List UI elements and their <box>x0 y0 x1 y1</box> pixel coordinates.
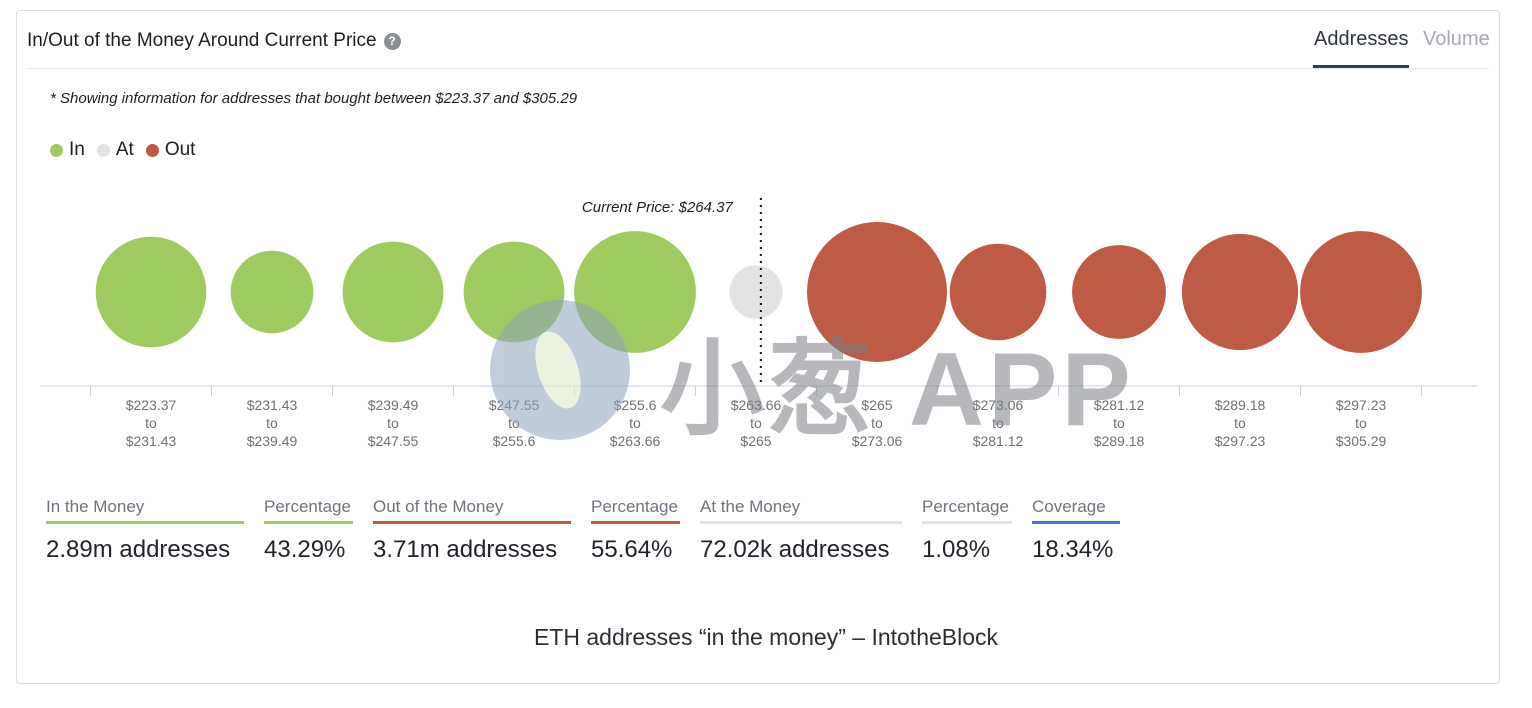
summary-at-percentage: Percentage 1.08% <box>922 497 1012 564</box>
x-tick-label: $297.23 <box>1215 433 1266 449</box>
summary-bar <box>46 521 244 524</box>
summary-label: Coverage <box>1032 497 1106 516</box>
x-tick-label: to <box>266 415 278 431</box>
x-tick-label: $305.29 <box>1336 433 1387 449</box>
summary-out-of-the-money: Out of the Money 3.71m addresses <box>373 497 571 564</box>
summary-bar <box>264 521 353 524</box>
x-tick-label: $281.12 <box>1094 397 1145 413</box>
x-tick-label: $265 <box>740 433 771 449</box>
x-tick-label: $231.43 <box>126 433 177 449</box>
figure-caption: ETH addresses “in the money” – IntotheBl… <box>533 624 999 650</box>
bubble-out[interactable] <box>1181 233 1299 351</box>
summary-label: Percentage <box>922 497 1009 516</box>
bubble-in[interactable] <box>230 250 314 334</box>
x-tick-label: to <box>508 415 520 431</box>
summary-label: In the Money <box>46 497 145 516</box>
x-tick-label: $297.23 <box>1336 397 1387 413</box>
x-tick-label: to <box>387 415 399 431</box>
bubble-in[interactable] <box>342 241 444 343</box>
x-tick-label: to <box>629 415 641 431</box>
tab-addresses[interactable]: Addresses <box>1314 28 1409 50</box>
x-tick-label: $265 <box>861 397 892 413</box>
legend-dot-at <box>96 143 110 157</box>
x-tick-label: $273.06 <box>973 397 1024 413</box>
summary-value: 1.08% <box>922 536 991 563</box>
summary-value: 55.64% <box>591 536 673 563</box>
x-tick-label: $289.18 <box>1094 433 1145 449</box>
summary-coverage: Coverage 18.34% <box>1032 497 1120 564</box>
x-tick-label: $273.06 <box>852 433 903 449</box>
summary-value: 72.02k addresses <box>700 536 890 563</box>
x-tick-label: $263.66 <box>731 397 782 413</box>
legend-item-in[interactable]: In <box>50 139 85 161</box>
summary-value: 2.89m addresses <box>46 536 231 563</box>
x-tick-label: $239.49 <box>368 397 419 413</box>
x-tick-label: $255.6 <box>493 433 536 449</box>
bubble-in[interactable] <box>463 241 565 343</box>
summary-bar <box>373 521 571 524</box>
legend-item-at[interactable]: At <box>96 139 134 161</box>
summary-value: 43.29% <box>264 536 346 563</box>
range-note: * Showing information for addresses that… <box>50 90 578 107</box>
summary-bar <box>922 521 1012 524</box>
summary-label: At the Money <box>700 497 801 516</box>
question-circle-icon[interactable]: ? <box>383 32 401 50</box>
chart-title-text: In/Out of the Money Around Current Price <box>27 30 377 51</box>
bubble-in[interactable] <box>95 236 207 348</box>
legend-dot-out <box>145 143 159 157</box>
summary-at-the-money: At the Money 72.02k addresses <box>700 497 902 564</box>
summary-label: Percentage <box>264 497 351 516</box>
x-tick-label: $223.37 <box>126 397 177 413</box>
current-price-label: Current Price: $264.37 <box>582 199 734 216</box>
x-tick-label: to <box>992 415 1004 431</box>
x-tick-label: to <box>145 415 157 431</box>
legend-label-out: Out <box>164 139 196 160</box>
legend-label-in: In <box>69 139 85 160</box>
x-tick-label: $255.6 <box>614 397 657 413</box>
bubble-out[interactable] <box>1072 245 1166 339</box>
x-tick-label: $239.49 <box>247 433 298 449</box>
x-tick-label: $247.55 <box>489 397 540 413</box>
legend-item-out[interactable]: Out <box>145 139 196 161</box>
bubble-out[interactable] <box>1300 231 1422 353</box>
legend-dot-in <box>50 143 63 157</box>
summary-bar <box>1032 521 1120 524</box>
summary-value: 18.34% <box>1032 536 1114 563</box>
summary-out-percentage: Percentage 55.64% <box>591 497 680 564</box>
x-tick-label: $231.43 <box>247 397 298 413</box>
x-tick-label: to <box>1355 415 1367 431</box>
summary-bar <box>591 521 680 524</box>
x-tick-label: to <box>750 415 762 431</box>
x-tick-label: to <box>1234 415 1246 431</box>
summary-label: Percentage <box>591 497 678 516</box>
summary-in-percentage: Percentage 43.29% <box>264 497 353 564</box>
legend-label-at: At <box>115 139 134 160</box>
summary-bar <box>700 521 902 524</box>
x-tick-label: to <box>1113 415 1125 431</box>
x-tick-label: $281.12 <box>973 433 1024 449</box>
bubble-at[interactable] <box>729 265 783 319</box>
bubble-chart: $223.37 to $231.43 $231.43 to $239.49 $239.49 t… <box>40 198 1477 449</box>
x-tick-label: $247.55 <box>368 433 419 449</box>
bubble-out[interactable] <box>807 222 947 362</box>
bubble-out[interactable] <box>949 243 1047 341</box>
active-tab-indicator <box>1313 65 1409 68</box>
bubble-in[interactable] <box>574 231 696 353</box>
summary-in-the-money: In the Money 2.89m addresses <box>46 497 244 564</box>
x-tick-label: $289.18 <box>1215 397 1266 413</box>
summary-value: 3.71m addresses <box>373 536 558 563</box>
chart-title: In/Out of the Money Around Current Price… <box>27 30 401 52</box>
header-divider <box>28 68 1489 69</box>
tab-volume[interactable]: Volume <box>1423 28 1490 50</box>
summary-label: Out of the Money <box>373 497 504 516</box>
legend: In At Out <box>50 139 207 161</box>
x-tick-label: $263.66 <box>610 433 661 449</box>
x-tick-label: to <box>871 415 883 431</box>
